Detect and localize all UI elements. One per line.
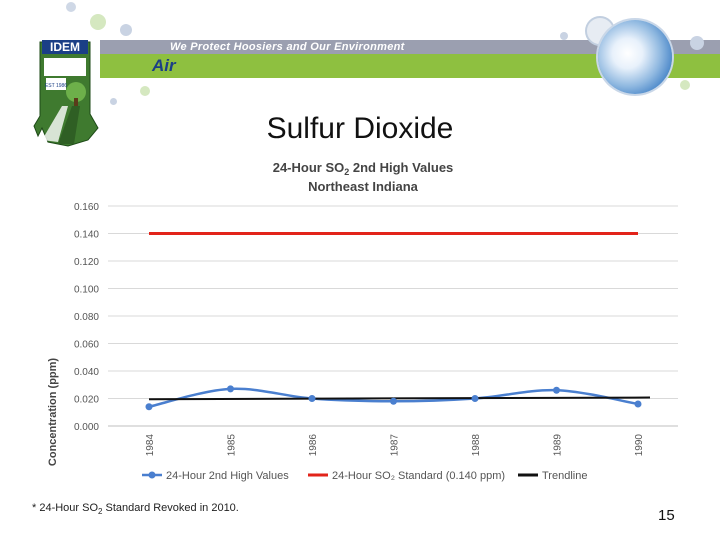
legend-item-observed: 24-Hour 2nd High Values (142, 470, 289, 482)
legend-item-trendline: Trendline (518, 470, 587, 482)
y-tick-label: 0.160 (74, 202, 99, 213)
data-point (471, 395, 479, 402)
x-tick-label: 1986 (308, 434, 319, 457)
bubble-decoration (140, 86, 150, 96)
y-tick-labels: 0.000 0.020 0.040 0.060 0.080 0.100 0.120 0.140… (74, 202, 99, 433)
data-point (553, 386, 560, 394)
bubble-decoration (560, 32, 568, 40)
slide-title: Sulfur Dioxide (266, 112, 454, 145)
idem-logo-text: IDEM (50, 40, 80, 54)
bubble-decoration (110, 98, 117, 105)
y-axis-label: Concentration (ppm) (47, 358, 59, 466)
series-line-trendline (148, 396, 651, 401)
y-tick-label: 0.080 (74, 312, 99, 323)
footnote: * 24-Hour SO2 Standard Revoked in 2010. (32, 502, 239, 517)
data-point (227, 385, 234, 393)
x-tick-label: 1989 (553, 434, 564, 457)
x-tick-label: 1988 (471, 434, 482, 457)
y-tick-label: 0.140 (74, 230, 99, 241)
idem-logo: IDEM EST 1986 (28, 36, 102, 153)
chart-title-line2: Northeast Indiana (308, 179, 419, 194)
page-number: 15 (658, 507, 675, 524)
bubble-decoration (680, 80, 690, 90)
x-tick-label: 1987 (390, 434, 401, 457)
chart-legend: 24-Hour 2nd High Values 24-Hour SO₂ Stand… (142, 470, 587, 482)
legend-marker (148, 471, 156, 479)
idem-logo-est: EST 1986 (45, 83, 67, 89)
y-tick-label: 0.100 (74, 285, 99, 296)
data-point (145, 403, 153, 411)
data-point (390, 397, 397, 405)
legend-label: Trendline (542, 470, 587, 482)
x-tick-labels: 1984 1985 1986 1987 1988 1989 1990 (145, 434, 645, 457)
legend-label: 24-Hour SO₂ Standard (0.140 ppm) (332, 470, 505, 482)
header-slogan: We Protect Hoosiers and Our Environment (170, 41, 405, 53)
chart-series (145, 232, 651, 411)
so2-chart: 24-Hour SO2 2nd High Values Northeast In… (47, 160, 678, 482)
data-point (634, 400, 642, 408)
x-tick-label: 1990 (634, 434, 645, 457)
y-tick-label: 0.020 (74, 395, 99, 406)
y-tick-label: 0.060 (74, 340, 99, 351)
x-tick-label: 1985 (227, 434, 238, 457)
data-point (308, 395, 316, 402)
sky-globe-icon (598, 20, 672, 94)
chart-gridlines (108, 205, 678, 427)
header-section-label: Air (152, 56, 176, 75)
y-tick-label: 0.000 (74, 422, 99, 433)
bubble-decoration (90, 14, 106, 30)
bubble-decoration (120, 24, 132, 36)
y-tick-label: 0.120 (74, 257, 99, 268)
legend-label: 24-Hour 2nd High Values (166, 470, 289, 482)
chart-title-line1: 24-Hour SO2 2nd High Values (273, 160, 454, 177)
legend-item-standard: 24-Hour SO₂ Standard (0.140 ppm) (308, 470, 505, 482)
bubble-decoration (66, 2, 76, 12)
x-tick-label: 1984 (145, 434, 156, 457)
y-tick-label: 0.040 (74, 367, 99, 378)
bubble-decoration (690, 36, 704, 50)
header-banner (100, 40, 720, 54)
